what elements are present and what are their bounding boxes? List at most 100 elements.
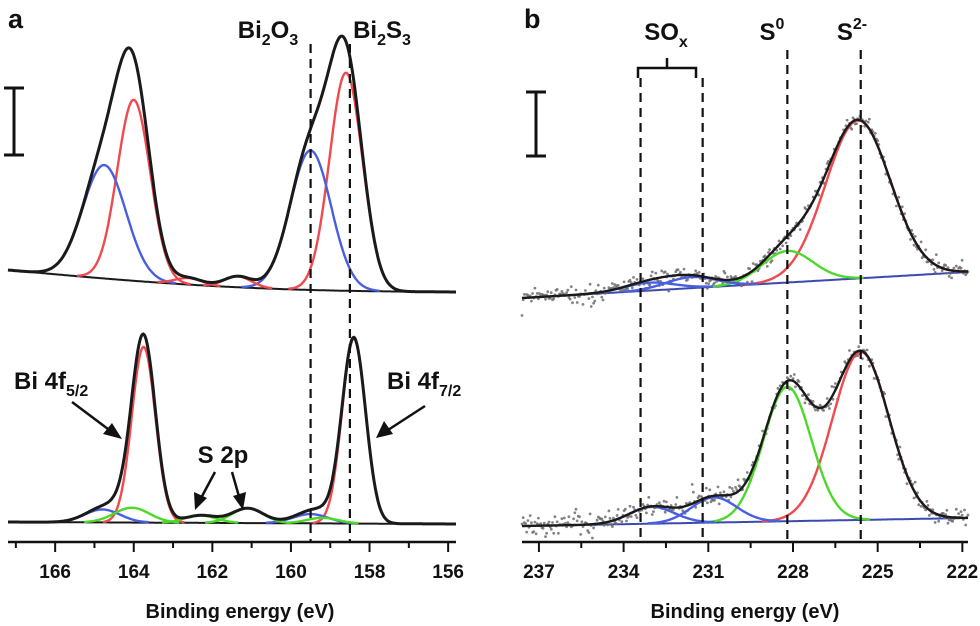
raw-data-point xyxy=(942,512,945,515)
raw-data-point xyxy=(635,278,639,281)
raw-data-point xyxy=(629,515,633,518)
raw-data-point xyxy=(945,271,949,275)
raw-data-point xyxy=(944,264,948,267)
raw-data-point xyxy=(530,521,533,525)
raw-data-point xyxy=(530,299,533,303)
raw-data-point xyxy=(619,289,622,293)
raw-data-point xyxy=(872,377,876,380)
raw-data-point xyxy=(831,397,835,401)
raw-data-point xyxy=(625,519,628,523)
raw-data-point xyxy=(695,272,699,275)
raw-data-point xyxy=(807,393,810,396)
panel-b-tick-label: 231 xyxy=(692,562,724,583)
raw-data-point xyxy=(919,504,923,508)
raw-data-point xyxy=(952,266,956,270)
raw-data-point xyxy=(704,486,708,490)
raw-data-point xyxy=(697,494,701,498)
raw-data-point xyxy=(884,415,888,418)
raw-data-point xyxy=(596,283,600,287)
sox-label: SOx xyxy=(644,19,688,51)
raw-data-point xyxy=(572,517,575,521)
raw-data-point xyxy=(663,270,667,274)
raw-data-point xyxy=(884,172,888,176)
raw-data-point xyxy=(575,301,579,304)
raw-data-point xyxy=(602,523,606,527)
raw-data-point xyxy=(549,527,553,531)
raw-data-point xyxy=(591,536,594,540)
raw-data-point xyxy=(960,513,964,517)
raw-data-point xyxy=(682,267,686,271)
raw-data-point xyxy=(798,228,802,231)
raw-data-point xyxy=(905,482,909,486)
panel-a-x-axis-title: Binding energy (eV) xyxy=(146,601,335,623)
raw-data-point xyxy=(622,280,626,284)
raw-data-point xyxy=(646,288,649,292)
raw-data-point xyxy=(539,522,543,525)
raw-data-point xyxy=(588,512,592,516)
raw-data-point xyxy=(966,513,970,517)
raw-data-point xyxy=(865,348,869,352)
panel-a-lower-peak-green-4 xyxy=(84,506,180,524)
panel-b-x-axis: 237 234 231 228 225 222 xyxy=(522,540,978,583)
raw-data-point xyxy=(784,241,788,245)
raw-data-point xyxy=(937,519,941,523)
raw-data-point xyxy=(573,296,577,299)
raw-data-point xyxy=(574,288,578,292)
panel-a-upper-peak-red-0 xyxy=(77,98,192,286)
raw-data-point xyxy=(650,513,654,516)
raw-data-point xyxy=(652,510,655,513)
raw-data-point xyxy=(954,507,958,511)
raw-data-point xyxy=(776,387,780,390)
panel-a-letter: a xyxy=(8,4,24,34)
raw-data-point xyxy=(525,530,529,534)
raw-data-point xyxy=(545,531,548,535)
raw-data-point xyxy=(602,286,606,290)
raw-data-point xyxy=(611,525,614,528)
raw-data-point xyxy=(616,284,620,287)
raw-data-point xyxy=(628,504,632,508)
raw-data-point xyxy=(562,516,566,520)
raw-data-point xyxy=(574,507,578,511)
raw-data-point xyxy=(676,268,680,272)
raw-data-point xyxy=(726,275,729,279)
raw-data-point xyxy=(924,248,928,252)
raw-data-point xyxy=(946,521,950,525)
panel-b-lower-peak-blue-2 xyxy=(647,496,780,525)
raw-data-point xyxy=(873,132,877,135)
raw-data-point xyxy=(829,402,833,406)
raw-data-point xyxy=(960,258,964,262)
panel-a-spectrum-upper xyxy=(7,34,456,294)
raw-data-point xyxy=(616,508,620,511)
raw-data-point xyxy=(729,495,733,499)
raw-data-point xyxy=(883,392,887,396)
panel-b-spectrum-lower xyxy=(520,345,970,540)
raw-data-point xyxy=(520,314,524,317)
raw-data-point xyxy=(897,457,901,461)
raw-data-point xyxy=(634,513,638,517)
raw-data-point xyxy=(909,238,912,241)
raw-data-point xyxy=(850,127,854,131)
raw-data-point xyxy=(542,521,546,525)
raw-data-point xyxy=(608,517,612,520)
panel-b-tick-label: 237 xyxy=(523,562,555,583)
raw-data-point xyxy=(594,289,598,293)
raw-data-point xyxy=(587,297,591,300)
raw-data-point xyxy=(674,503,678,506)
raw-data-point xyxy=(704,281,708,285)
raw-data-point xyxy=(566,521,570,525)
raw-data-point xyxy=(573,511,577,515)
raw-data-point xyxy=(692,490,695,494)
panel-a-lower-envelope xyxy=(8,332,456,526)
raw-data-point xyxy=(719,491,722,495)
raw-data-point xyxy=(549,291,553,295)
raw-data-point xyxy=(541,526,545,530)
raw-data-point xyxy=(551,521,554,524)
raw-data-point xyxy=(931,258,935,262)
raw-data-point xyxy=(946,266,950,270)
raw-data-point xyxy=(578,515,581,519)
raw-data-point xyxy=(932,268,936,271)
raw-data-point xyxy=(603,515,607,519)
raw-data-point xyxy=(949,272,952,275)
raw-data-point xyxy=(587,531,591,534)
raw-data-point xyxy=(592,301,595,305)
